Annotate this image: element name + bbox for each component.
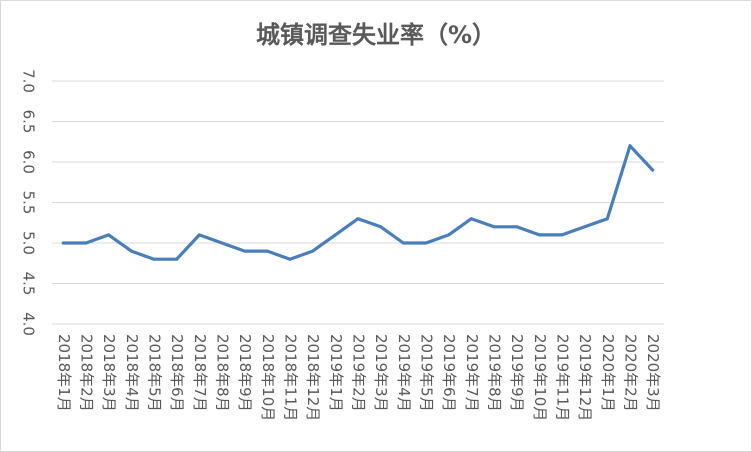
data-point <box>469 217 473 221</box>
data-point <box>152 257 156 261</box>
x-tick-label: 2019年5月 <box>418 334 436 412</box>
x-tick-label: 2019年9月 <box>508 334 526 412</box>
x-axis-tick-labels: 2018年1月 2018年2月 2018年3月 2018年4月 2018年5月 2018年… <box>55 334 662 421</box>
data-point <box>651 168 655 172</box>
data-point <box>333 233 337 237</box>
data-point <box>197 233 201 237</box>
x-tick-label: 2019年10月 <box>531 334 549 421</box>
x-tick-label: 2018年3月 <box>100 334 118 412</box>
data-point <box>447 233 451 237</box>
x-tick-label: 2019年12月 <box>576 334 594 421</box>
x-tick-label: 2018年1月 <box>55 334 73 412</box>
y-tick-label: 7.0 <box>20 69 38 93</box>
data-point <box>492 225 496 229</box>
data-point <box>265 249 269 253</box>
x-tick-label: 2018年5月 <box>146 334 164 412</box>
data-point <box>537 233 541 237</box>
data-point <box>175 257 179 261</box>
data-point <box>424 241 428 245</box>
data-point <box>311 249 315 253</box>
x-tick-label: 2018年8月 <box>214 334 232 412</box>
y-tick-label: 4.5 <box>20 272 38 296</box>
x-tick-label: 2018年2月 <box>78 334 96 412</box>
y-tick-label: 6.0 <box>20 150 38 174</box>
x-tick-label: 2020年1月 <box>599 334 617 412</box>
x-tick-label: 2019年11月 <box>554 334 572 421</box>
data-point <box>129 249 133 253</box>
data-point <box>628 144 632 148</box>
data-point <box>107 233 111 237</box>
data-point <box>583 225 587 229</box>
chart-title: 城镇调查失业率（%） <box>256 21 496 49</box>
y-tick-label: 5.5 <box>20 191 38 215</box>
gridlines <box>52 80 664 325</box>
x-tick-label: 2019年7月 <box>463 334 481 412</box>
x-tick-label: 2019年1月 <box>327 334 345 412</box>
x-tick-label: 2018年4月 <box>123 334 141 412</box>
data-point <box>243 249 247 253</box>
series-layer <box>61 144 655 261</box>
y-tick-label: 6.5 <box>20 110 38 134</box>
data-point <box>605 217 609 221</box>
y-axis-tick-labels: 4.0 4.5 5.0 5.5 6.0 6.5 7.0 <box>20 69 38 336</box>
data-point <box>84 241 88 245</box>
x-tick-label: 2018年10月 <box>259 334 277 421</box>
data-point <box>401 241 405 245</box>
data-point <box>61 241 65 245</box>
data-point <box>379 225 383 229</box>
x-tick-label: 2018年7月 <box>191 334 209 412</box>
x-tick-label: 2018年6月 <box>168 334 186 412</box>
x-tick-label: 2020年2月 <box>622 334 640 412</box>
y-tick-label: 5.0 <box>20 231 38 255</box>
data-point <box>288 257 292 261</box>
data-point <box>515 225 519 229</box>
x-tick-label: 2019年3月 <box>372 334 390 412</box>
x-tick-label: 2018年12月 <box>304 334 322 421</box>
data-point <box>220 241 224 245</box>
x-tick-label: 2020年3月 <box>644 334 662 412</box>
x-tick-label: 2019年6月 <box>440 334 458 412</box>
data-point <box>356 217 360 221</box>
x-tick-label: 2019年4月 <box>395 334 413 412</box>
x-tick-label: 2018年9月 <box>236 334 254 412</box>
x-tick-label: 2019年2月 <box>350 334 368 412</box>
data-point <box>560 233 564 237</box>
x-tick-label: 2018年11月 <box>282 334 300 421</box>
y-tick-label: 4.0 <box>20 312 38 336</box>
x-tick-label: 2019年8月 <box>486 334 504 412</box>
